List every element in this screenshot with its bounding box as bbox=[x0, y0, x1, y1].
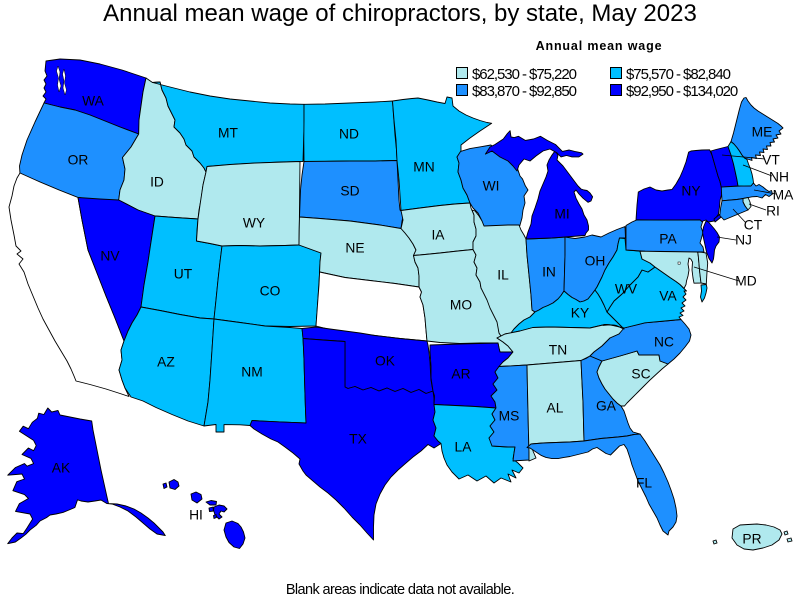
svg-text:TN: TN bbox=[549, 343, 567, 358]
svg-text:NE: NE bbox=[345, 241, 364, 256]
svg-text:NV: NV bbox=[100, 249, 120, 264]
svg-text:OK: OK bbox=[375, 354, 396, 369]
svg-text:NH: NH bbox=[769, 170, 789, 185]
svg-text:NM: NM bbox=[241, 365, 262, 380]
svg-text:WY: WY bbox=[243, 216, 265, 231]
svg-text:AL: AL bbox=[547, 401, 564, 416]
svg-text:SC: SC bbox=[631, 367, 650, 382]
svg-text:KY: KY bbox=[571, 306, 589, 321]
svg-text:CT: CT bbox=[744, 218, 763, 233]
svg-text:NY: NY bbox=[681, 184, 700, 199]
svg-text:VA: VA bbox=[659, 289, 677, 304]
svg-text:VT: VT bbox=[762, 153, 780, 168]
svg-text:AR: AR bbox=[451, 367, 470, 382]
svg-text:MT: MT bbox=[218, 126, 238, 141]
svg-text:GA: GA bbox=[596, 399, 617, 414]
svg-text:IA: IA bbox=[431, 228, 445, 243]
svg-text:MA: MA bbox=[773, 188, 794, 203]
svg-text:OR: OR bbox=[68, 153, 89, 168]
svg-text:ID: ID bbox=[150, 175, 164, 190]
svg-text:OH: OH bbox=[585, 254, 606, 269]
svg-text:CO: CO bbox=[260, 284, 281, 299]
svg-text:ME: ME bbox=[752, 125, 773, 140]
svg-text:WA: WA bbox=[82, 94, 105, 109]
svg-text:NJ: NJ bbox=[735, 233, 752, 248]
svg-text:AK: AK bbox=[52, 461, 71, 476]
svg-text:WI: WI bbox=[483, 179, 500, 194]
svg-text:SD: SD bbox=[340, 184, 359, 199]
svg-text:UT: UT bbox=[174, 267, 193, 282]
svg-text:MI: MI bbox=[554, 207, 569, 222]
svg-text:MD: MD bbox=[735, 274, 756, 289]
svg-text:NC: NC bbox=[654, 335, 674, 350]
svg-text:AZ: AZ bbox=[157, 355, 175, 370]
svg-text:IL: IL bbox=[497, 268, 509, 283]
svg-text:PR: PR bbox=[742, 532, 761, 547]
svg-text:WV: WV bbox=[615, 282, 638, 297]
svg-text:IN: IN bbox=[542, 265, 556, 280]
svg-text:RI: RI bbox=[766, 204, 780, 219]
svg-text:LA: LA bbox=[455, 440, 473, 455]
svg-text:TX: TX bbox=[349, 432, 367, 447]
svg-text:PA: PA bbox=[659, 232, 677, 247]
svg-text:MO: MO bbox=[450, 298, 472, 313]
svg-text:HI: HI bbox=[189, 508, 203, 523]
svg-text:MS: MS bbox=[499, 409, 520, 424]
svg-text:MN: MN bbox=[413, 160, 434, 175]
svg-text:FL: FL bbox=[636, 476, 652, 491]
svg-text:ND: ND bbox=[339, 127, 359, 142]
